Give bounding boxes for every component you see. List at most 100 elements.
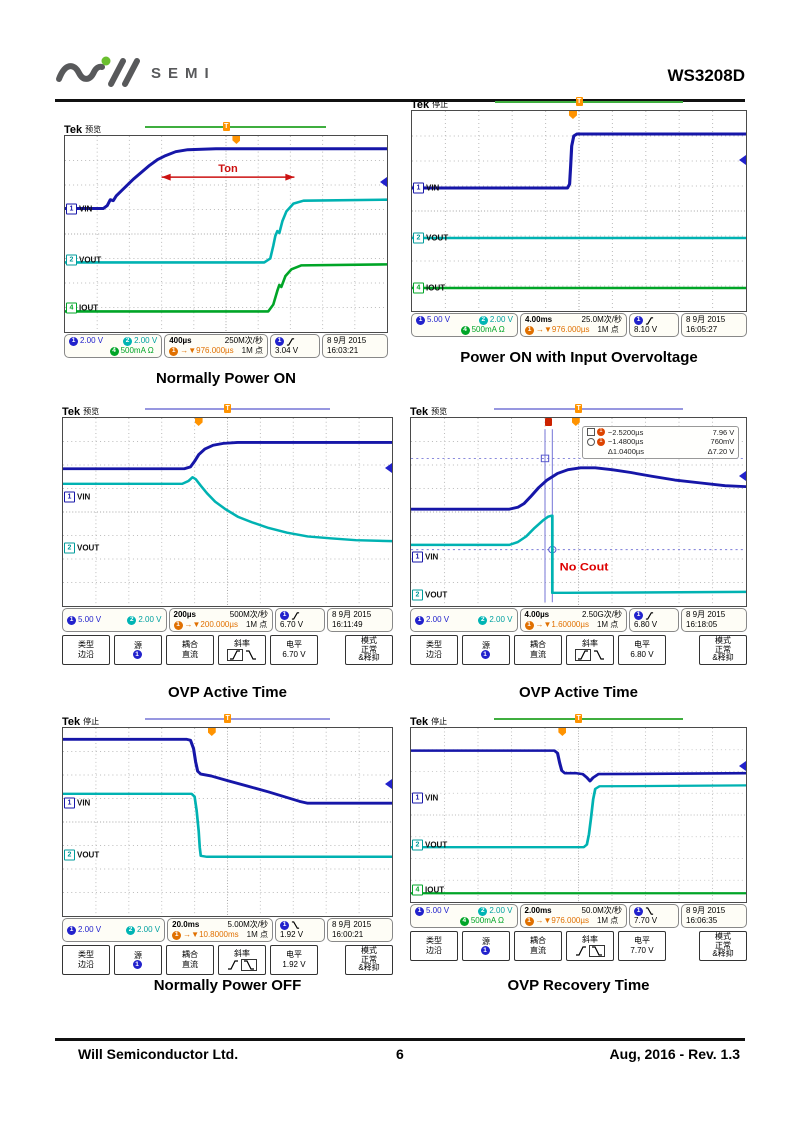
caption-3: OVP Active Time (168, 684, 287, 701)
will-semi-logo: SEMI (55, 50, 240, 96)
ch2-badge: 2 (64, 542, 75, 554)
will-logo-mark (56, 56, 140, 87)
timebase: 2.00ms (524, 906, 552, 915)
menu-level-button: 电平 1.92 V (270, 945, 318, 975)
trigger-level-arrow (380, 177, 387, 188)
trigger-delay-marker (194, 418, 203, 426)
ch1-scale: 2.00 V (426, 615, 450, 624)
rising-edge-icon (578, 650, 588, 660)
channel-marker-vout: 2 VOUT (413, 232, 448, 244)
scope-time: 16:11:49 (332, 620, 363, 629)
scope5-waveforms (63, 728, 392, 916)
record-view-bar (145, 126, 327, 128)
scope4-statusbar: 1 2.00 V 2 2.00 V 4.00µs 2.50G次/秒 1 →▼ 1.6000… (410, 608, 747, 632)
datetime-readout: 8 9月 2015 16:18:05 (681, 608, 747, 632)
scope-date: 8 9月 2015 (327, 336, 367, 345)
ch4-scale: 500mA Ω (471, 325, 505, 334)
ch2-scale: 2.00 V (489, 906, 513, 915)
horizontal-readout: 4.00µs 2.50G次/秒 1 →▼ 1.60000µs 1M 点 (519, 608, 627, 632)
scope6-statusbar: 1 5.00 V 2 2.00 V 4 500mA Ω 2.00ms 50.0M次/秒 … (410, 904, 747, 928)
channel-marker-vout: 2 VOUT (64, 849, 100, 861)
ch1-name: VIN (77, 798, 91, 808)
ch2-name: VOUT (77, 850, 100, 860)
scope5-header: Tek 停止 T (62, 714, 393, 728)
footer-rule (55, 1038, 745, 1041)
trigger-readout: 1 1.92 V (275, 918, 325, 942)
tek-logo: Tek (410, 716, 429, 728)
channel-marker-iout: 4 IOUT (413, 282, 445, 294)
datetime-readout: 8 9月 2015 16:11:49 (327, 608, 393, 632)
cursor-a-time: −2.5200µs (607, 427, 644, 437)
horizontal-readout: 200µs 500M次/秒 1 →▼ 200.000µs 1M 点 (168, 608, 273, 632)
falling-edge-icon (645, 906, 654, 915)
scope-normally-power-off: Tek 停止 T 1 VIN 2 VOUT 1 2.00 V 2 2.00 V (62, 714, 393, 975)
channel-marker-vin: 1 VIN (412, 551, 438, 563)
ch1-name: VIN (79, 204, 93, 214)
menu-coupling-button: 耦合 直流 (514, 635, 562, 665)
scope-normally-power-on: Tek 预览 T Ton 1 VIN 2 VOUT 4 (64, 122, 388, 358)
acquisition-status: 预览 (83, 407, 100, 416)
horizontal-readout: 400µs 250M次/秒 1 →▼ 976.000µs 1M 点 (164, 334, 268, 358)
sample-rate: 25.0M次/秒 (581, 315, 622, 324)
ch2-name: VOUT (79, 255, 102, 265)
horizontal-readout: 4.00ms 25.0M次/秒 1 →▼ 976.000µs 1M 点 (520, 313, 627, 337)
rising-edge-icon (228, 960, 238, 970)
scope-ovp-active-time-2: Tek 预览 T No Cout 1 −2.5200µs 7.96 V 1 −1.48… (410, 404, 747, 665)
delay-readout: 1.60000µs (551, 620, 589, 629)
trigger-level: 7.70 V (634, 915, 658, 925)
caption-4: OVP Active Time (519, 684, 638, 701)
datetime-readout: 8 9月 2015 16:03:21 (322, 334, 388, 358)
menu-slope-button: 斜率 (566, 931, 614, 961)
menu-slope-button: 斜率 (218, 945, 266, 975)
acquisition-status: 预览 (431, 407, 448, 416)
scope1-statusbar: 1 2.00 V 2 2.00 V 4 500mA Ω 400µs 250M次/秒 1 →… (64, 334, 388, 358)
timebase: 20.0ms (172, 920, 200, 929)
menu-coupling-button: 耦合 直流 (166, 635, 214, 665)
caption-5: Normally Power OFF (153, 977, 302, 994)
menu-coupling-button: 耦合 直流 (514, 931, 562, 961)
cursor-a-volt: 7.96 V (712, 427, 735, 437)
trigger-position-icon: T (224, 404, 232, 413)
scope4-display: No Cout 1 −2.5200µs 7.96 V 1 −1.4800µs 760mV… (410, 417, 747, 607)
vout-trace (65, 198, 387, 264)
scope-ovp-recovery-time: Tek 停止 T 1 VIN 2 VOUT 4 IOUT 1 5.00 (410, 714, 747, 961)
tek-logo: Tek (64, 124, 83, 136)
channel-scales: 1 2.00 V 2 2.00 V (410, 608, 518, 632)
channel-marker-iout: 4 IOUT (412, 884, 444, 896)
ch1-badge: 1 (412, 792, 423, 804)
trigger-delay-marker (558, 728, 567, 736)
record-view-bar (494, 718, 683, 720)
record-length: 1M 点 (246, 930, 268, 939)
sample-rate: 5.00M次/秒 (227, 920, 268, 929)
rising-edge-icon (576, 946, 586, 956)
rising-edge-icon (286, 337, 295, 346)
cursor-b-volt: 760mV (710, 437, 735, 447)
ch1-scale: 5.00 V (427, 315, 451, 324)
caption-6: OVP Recovery Time (507, 977, 650, 994)
vin-trace (412, 132, 746, 190)
vin-trace (411, 466, 746, 511)
trigger-position-icon: T (224, 714, 232, 723)
iout-trace (65, 263, 387, 313)
datetime-readout: 8 9月 2015 16:00:21 (327, 918, 393, 942)
scope-date: 8 9月 2015 (332, 610, 372, 619)
menu-level-button: 电平 7.70 V (618, 931, 666, 961)
ch1-scale: 5.00 V (78, 615, 102, 624)
ch4-badge: 4 (66, 302, 77, 313)
trigger-level-arrow (739, 155, 746, 165)
sample-rate: 50.0M次/秒 (581, 906, 622, 915)
channel-marker-iout: 4 IOUT (66, 302, 98, 313)
record-length: 1M 点 (245, 620, 268, 629)
trigger-level: 3.04 V (275, 345, 299, 355)
acquisition-status: 预览 (85, 125, 102, 134)
trigger-readout: 1 6.80 V (629, 608, 679, 632)
ch2-scale: 2.00 V (138, 615, 162, 624)
caption-2: Power ON with Input Overvoltage (460, 349, 698, 366)
no-cout-annotation: No Cout (560, 560, 609, 573)
scope-power-on-overvoltage: Tek 停止 T 1 VIN 2 VOUT 4 IOUT 1 5.00 (411, 97, 747, 337)
record-length: 1M 点 (597, 325, 619, 334)
tek-logo: Tek (411, 99, 430, 111)
menu-mode-button: 模式 正常 &释抑 (699, 931, 747, 961)
